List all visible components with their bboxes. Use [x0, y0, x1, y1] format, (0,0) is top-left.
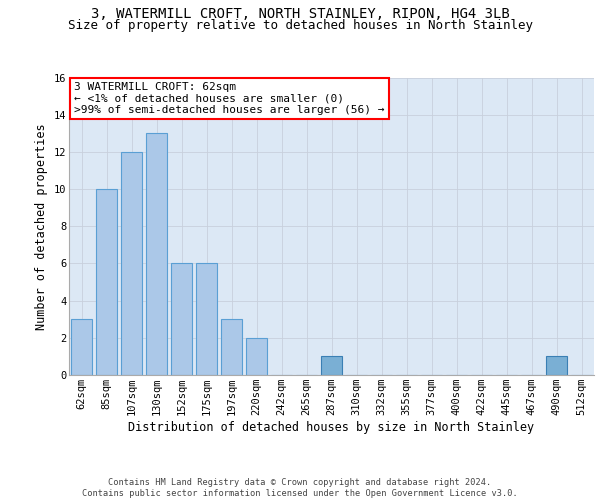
Bar	[321, 356, 342, 375]
Text: 3 WATERMILL CROFT: 62sqm
← <1% of detached houses are smaller (0)
>99% of semi-d: 3 WATERMILL CROFT: 62sqm ← <1% of detach…	[74, 82, 385, 115]
Bar	[121, 152, 142, 375]
Bar	[71, 319, 92, 375]
Y-axis label: Number of detached properties: Number of detached properties	[35, 123, 48, 330]
Text: Contains HM Land Registry data © Crown copyright and database right 2024.
Contai: Contains HM Land Registry data © Crown c…	[82, 478, 518, 498]
Bar	[96, 189, 117, 375]
Bar	[146, 134, 167, 375]
Bar	[171, 264, 192, 375]
Bar	[246, 338, 267, 375]
Bar	[196, 264, 217, 375]
Text: Size of property relative to detached houses in North Stainley: Size of property relative to detached ho…	[67, 19, 533, 32]
Bar	[221, 319, 242, 375]
X-axis label: Distribution of detached houses by size in North Stainley: Distribution of detached houses by size …	[128, 421, 535, 434]
Bar	[546, 356, 567, 375]
Text: 3, WATERMILL CROFT, NORTH STAINLEY, RIPON, HG4 3LB: 3, WATERMILL CROFT, NORTH STAINLEY, RIPO…	[91, 8, 509, 22]
